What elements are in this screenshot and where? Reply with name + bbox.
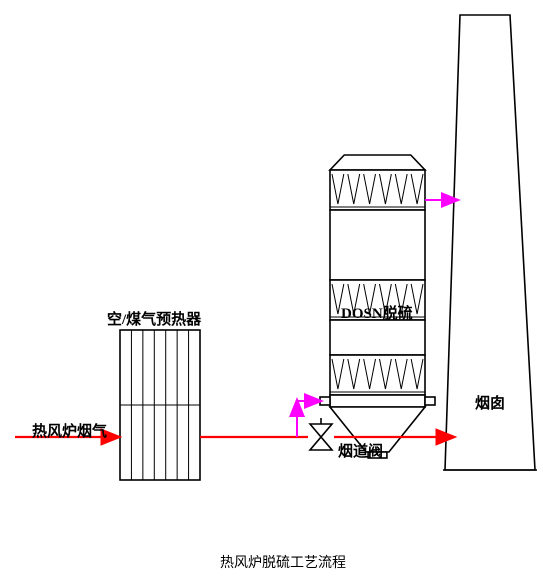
process-flow-diagram: 热风炉烟气 空/煤气预热器 DOSN脱硫 烟道阀 烟囱 热风炉脱硫工艺流程 xyxy=(0,0,543,579)
label-chimney: 烟囱 xyxy=(475,392,505,413)
label-dosn-tower: DOSN脱硫 xyxy=(341,302,413,323)
label-preheater: 空/煤气预热器 xyxy=(107,308,201,329)
label-flue-valve: 烟道阀 xyxy=(338,440,383,461)
label-hot-blast-gas: 热风炉烟气 xyxy=(32,420,107,441)
diagram-svg xyxy=(0,0,543,579)
diagram-caption: 热风炉脱硫工艺流程 xyxy=(220,552,346,572)
